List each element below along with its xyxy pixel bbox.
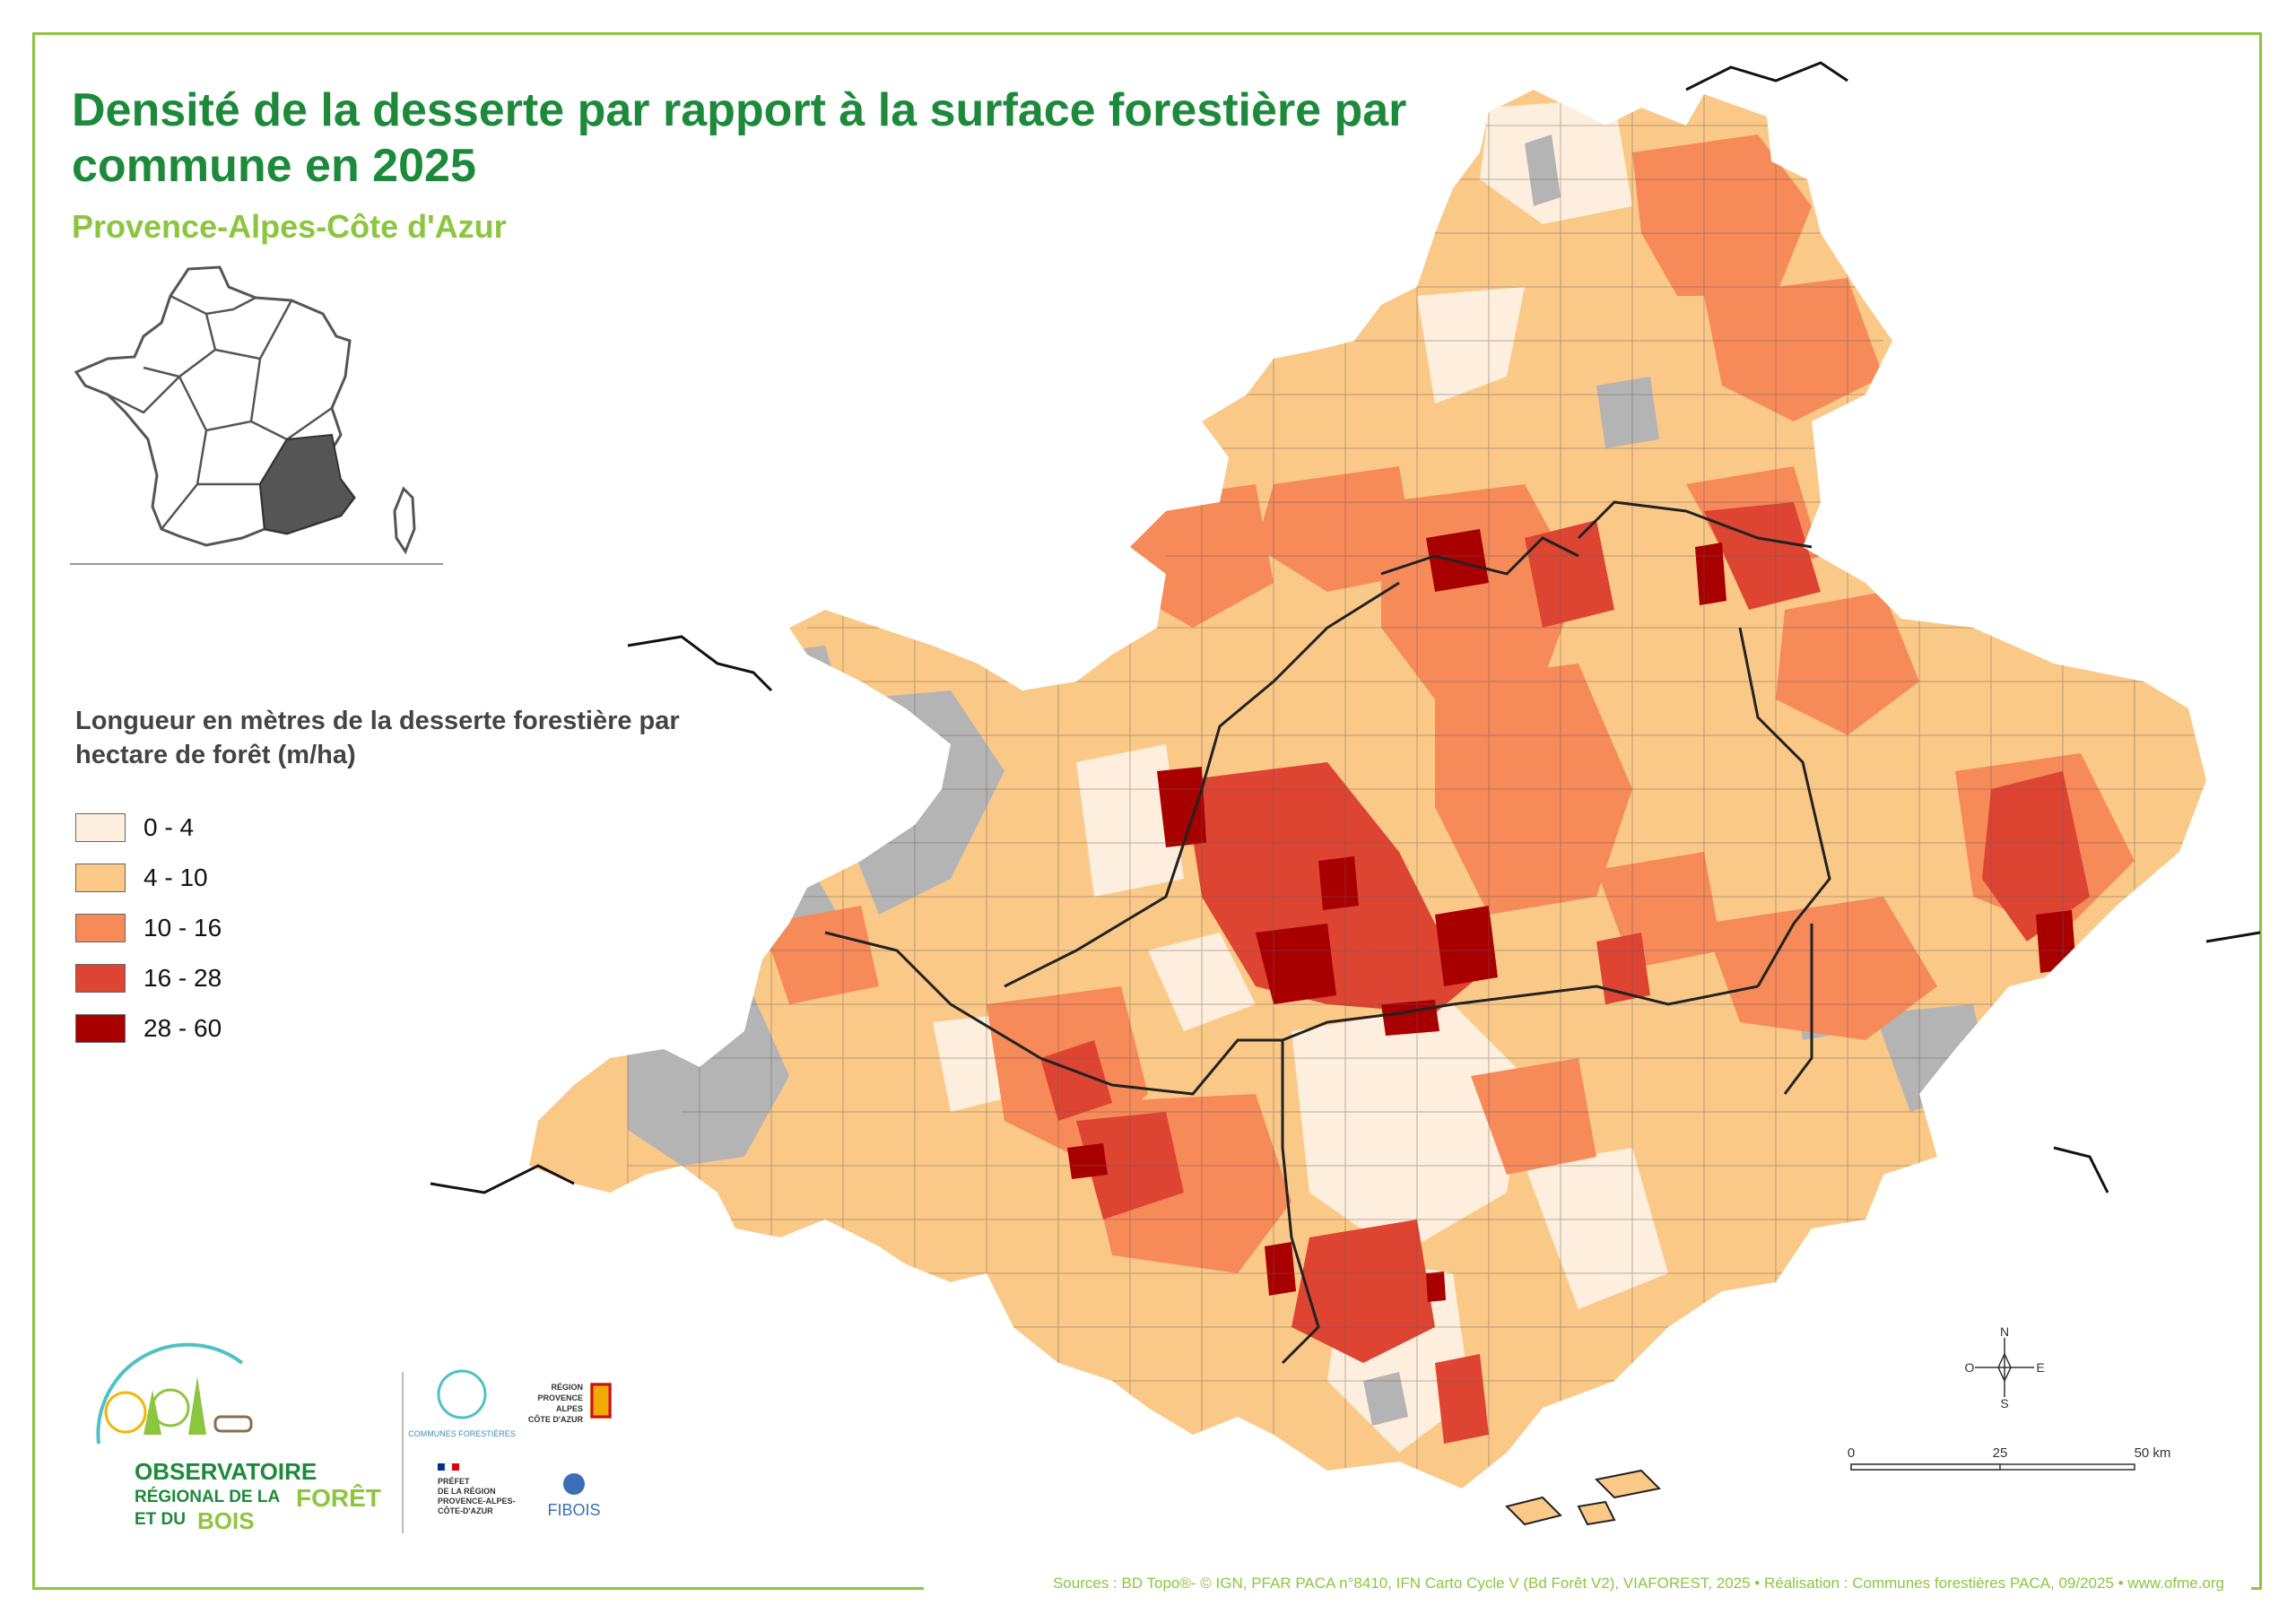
zone-28-60 (2036, 910, 2076, 973)
corsica (393, 486, 416, 555)
zone-16-28 (1076, 1112, 1184, 1219)
legend: 0 - 4 4 - 10 10 - 16 16 - 28 28 - 60 (75, 803, 222, 1054)
map-subtitle: Provence-Alpes-Côte d'Azur (72, 208, 507, 245)
legend-item: 10 - 16 (75, 903, 222, 953)
zone-28-60 (1435, 906, 1498, 986)
zone-light (1480, 99, 1632, 224)
compass-north: N (2000, 1327, 2009, 1339)
inset-divider (70, 563, 443, 565)
zone-16-28 (1363, 924, 1453, 986)
fibois-logo: FIBOIS (547, 1473, 601, 1519)
sources-credits: Sources : BD Topo®- © IGN, PFAR PACA n°8… (1052, 1575, 2224, 1592)
observatoire-line3: FORÊT (296, 1484, 381, 1512)
legend-label: 0 - 4 (144, 813, 195, 841)
zone-28-60 (1256, 924, 1336, 1004)
commune-boundaries (627, 90, 2206, 1480)
prefet-line4: CÔTE-D'AZUR (438, 1506, 493, 1515)
legend-swatch (75, 964, 126, 993)
legend-item: 28 - 60 (75, 1003, 222, 1054)
legend-title: Longueur en mètres de la desserte forest… (75, 707, 680, 769)
zone-10-16 (1776, 592, 1919, 735)
commune-patches (628, 99, 2135, 1453)
zone-10-16 (1471, 1058, 1596, 1175)
observatoire-line1: OBSERVATOIRE (135, 1458, 317, 1485)
region-line1: RÉGION (551, 1383, 583, 1392)
communes-forestieres-logo: COMMUNES FORESTIÈRES (408, 1369, 516, 1438)
legend-item: 4 - 10 (75, 853, 222, 903)
zone-16-28 (1292, 1219, 1435, 1363)
legend-swatch (75, 864, 126, 892)
zone-16-28 (1435, 1354, 1489, 1444)
zone-10-16 (762, 906, 879, 1004)
zone-nodata (1363, 1372, 1408, 1426)
zone-28-60 (1426, 1271, 1446, 1302)
map-title: Densité de la desserte par rapport à la … (72, 84, 1407, 192)
zone-28-60 (1265, 1242, 1296, 1296)
department-boundaries (824, 500, 1831, 1365)
zone-light (1417, 287, 1525, 404)
zone-10-16 (1130, 484, 1274, 628)
partner-logos: OBSERVATOIRE RÉGIONAL DE LA FORÊT ET DU … (96, 1342, 612, 1534)
prefet-line1: PRÉFET (438, 1477, 470, 1486)
scale-tick-50: 50 km (2135, 1445, 2171, 1461)
legend-label: 28 - 60 (144, 1014, 222, 1042)
region-line2: PROVENCE (537, 1393, 583, 1402)
region-paca-logo: RÉGION PROVENCE ALPES CÔTE D'AZUR (528, 1383, 612, 1424)
zone-10-16 (1256, 466, 1417, 592)
border-lines (430, 61, 2261, 1194)
observatoire-line5: BOIS (197, 1507, 255, 1534)
zone-10-16 (1435, 664, 1632, 915)
zone-16-28 (1982, 771, 2090, 942)
logo-divider (402, 1372, 404, 1533)
legend-label: 16 - 28 (144, 964, 222, 992)
zone-light (1148, 933, 1256, 1031)
zone-light (1292, 1004, 1525, 1255)
compass-south: S (2000, 1396, 2008, 1408)
north-arrow-compass: N S E O (1965, 1327, 2045, 1408)
islands (1505, 1469, 1662, 1526)
observatoire-line4: ET DU (135, 1510, 186, 1529)
zone-10-16 (1704, 278, 1883, 421)
legend-swatch (75, 914, 126, 942)
zone-28-60 (1318, 856, 1359, 910)
zone-16-28 (1040, 1040, 1112, 1121)
legend-label: 4 - 10 (144, 864, 208, 891)
prefet-logo: PRÉFET DE LA RÉGION PROVENCE-ALPES- CÔTE… (438, 1462, 516, 1515)
communes-label: COMMUNES FORESTIÈRES (408, 1429, 516, 1438)
france-locator-map (74, 265, 416, 555)
zone-nodata (1596, 377, 1659, 448)
observatoire-line2: RÉGIONAL DE LA (135, 1487, 280, 1506)
region-line4: CÔTE D'AZUR (528, 1414, 584, 1424)
prefet-line3: PROVENCE-ALPES- (438, 1497, 516, 1506)
scale-tick-0: 0 (1848, 1445, 1855, 1461)
zone-nodata (1525, 135, 1561, 206)
legend-item: 0 - 4 (75, 803, 222, 853)
compass-east: E (2036, 1360, 2044, 1375)
scale-tick-25: 25 (1993, 1445, 2008, 1461)
compass-west: O (1965, 1360, 1975, 1375)
legend-item: 16 - 28 (75, 953, 222, 1003)
zone-10-16 (1704, 897, 1937, 1040)
zone-28-60 (1381, 1000, 1439, 1036)
legend-label: 10 - 16 (144, 914, 222, 942)
zone-16-28 (1525, 520, 1614, 628)
fibois-label: FIBOIS (547, 1501, 600, 1519)
zone-10-16 (1632, 135, 1812, 296)
legend-swatch (75, 1014, 126, 1043)
zone-light (1525, 1148, 1668, 1309)
zone-light (1076, 744, 1184, 897)
scale-bar: 0 25 50 km (1848, 1445, 2171, 1471)
zone-28-60 (1157, 767, 1206, 847)
zone-16-28 (1596, 933, 1650, 1004)
prefet-line2: DE LA RÉGION (438, 1487, 496, 1496)
zone-28-60 (1067, 1143, 1108, 1179)
region-line3: ALPES (556, 1404, 583, 1413)
zone-28-60 (1695, 542, 1726, 605)
legend-swatch (75, 813, 126, 842)
paca-highlight (258, 433, 356, 535)
observatoire-logo: OBSERVATOIRE RÉGIONAL DE LA FORÊT ET DU … (96, 1342, 381, 1534)
